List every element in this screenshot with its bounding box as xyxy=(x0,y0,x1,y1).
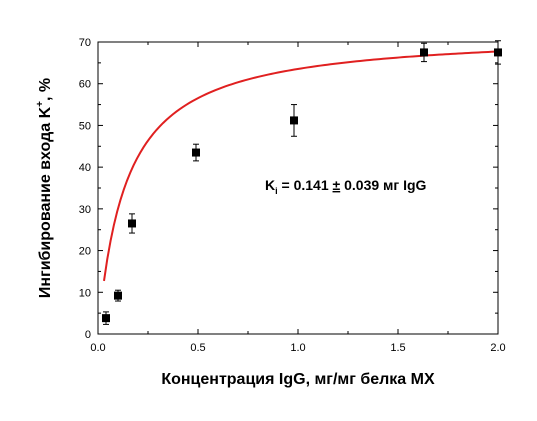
ki-symbol: K xyxy=(265,177,275,193)
y-tick-label: 40 xyxy=(79,162,91,174)
point-marker xyxy=(494,48,502,57)
ki-annotation: Ki = 0.141 ± 0.039 мг IgG xyxy=(265,177,427,196)
y-axis-title-suffix: , % xyxy=(37,78,54,101)
data-point xyxy=(420,42,428,63)
data-point xyxy=(290,104,298,137)
x-tick-label: 2.0 xyxy=(490,342,505,354)
y-tick-label: 0 xyxy=(85,329,91,341)
y-tick-label: 60 xyxy=(79,79,91,91)
x-axis-title: Концентрация IgG, мг/мг белка МХ xyxy=(161,371,435,388)
y-tick-label: 30 xyxy=(79,204,91,216)
x-tick-label: 0.0 xyxy=(90,342,105,354)
x-tick-label: 0.5 xyxy=(190,342,205,354)
ki-plus-minus: ± xyxy=(333,177,341,193)
x-tick-label: 1.0 xyxy=(290,342,305,354)
data-point xyxy=(114,289,122,302)
y-tick-label: 20 xyxy=(79,246,91,258)
data-point xyxy=(102,311,110,325)
ki-equals: = 0.141 xyxy=(278,177,333,193)
point-marker xyxy=(192,148,200,157)
point-marker xyxy=(102,314,110,323)
ki-subscript: i xyxy=(275,186,278,196)
y-axis-title: Ингибирование входа K+, % xyxy=(35,78,54,298)
point-marker xyxy=(128,219,136,228)
point-marker xyxy=(114,291,122,300)
x-axis-ticks: 0.0 0.5 1.0 1.5 2.0 xyxy=(90,42,506,354)
data-point xyxy=(128,213,136,234)
fit-curve xyxy=(103,50,499,282)
y-tick-label: 50 xyxy=(79,120,91,132)
point-marker xyxy=(420,48,428,57)
y-tick-label: 70 xyxy=(79,37,91,49)
x-tick-label: 1.5 xyxy=(390,342,405,354)
ki-value: 0.039 мг IgG xyxy=(340,177,426,193)
data-point xyxy=(494,40,502,65)
y-axis-ticks: 0 10 20 30 40 50 60 70 xyxy=(79,37,498,341)
point-marker xyxy=(290,116,298,125)
y-axis-title-main: Ингибирование входа K xyxy=(37,106,54,298)
y-axis-title-sup: + xyxy=(35,101,46,107)
y-tick-label: 10 xyxy=(79,287,91,299)
data-points xyxy=(102,40,502,325)
data-point xyxy=(192,143,200,162)
